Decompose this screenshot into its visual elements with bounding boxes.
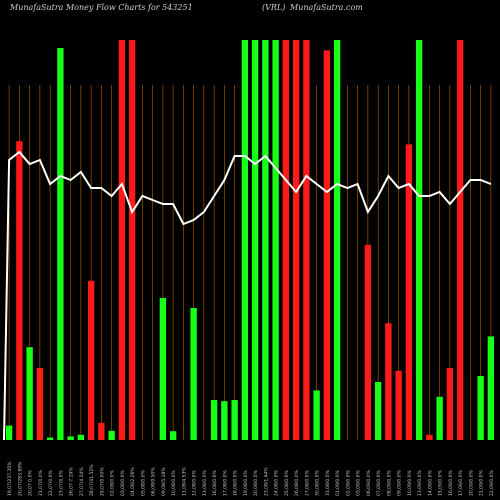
money-flow-bar xyxy=(333,40,341,440)
money-flow-line-layer xyxy=(3,150,492,441)
x-tick-label: 23,07/0.0% xyxy=(58,469,64,496)
x-tick-label: 05,08/0.0% xyxy=(140,469,146,496)
x-tick-label: 16,08/0.0% xyxy=(212,469,218,496)
money-flow-bar xyxy=(477,376,484,440)
x-tick-label: 03,08/0.0% xyxy=(120,469,126,496)
x-tick-label: 28,07/41.52% xyxy=(89,464,95,496)
x-tick-label: 27,07/4.54% xyxy=(79,467,85,496)
x-tick-label: 31,08/0.0% xyxy=(325,469,331,496)
x-tick-label: 19,07/237.35% xyxy=(7,461,13,496)
x-tick-label: 07,09/0.0% xyxy=(376,469,382,496)
x-tick-label: 13,08/0.0% xyxy=(202,469,208,496)
money-flow-bar xyxy=(395,370,402,440)
x-tick-label: 26,07 7.19% xyxy=(69,467,75,496)
money-flow-bar xyxy=(446,368,454,440)
money-flow-bar xyxy=(231,400,238,440)
x-tick-labels: 19,07/237.35% 20,07/283.89% 20,07 0.0% 21,0… xyxy=(7,461,495,496)
money-flow-bar xyxy=(169,431,177,440)
x-tick-label: 03,09/0.0% xyxy=(356,469,362,496)
x-tick-label: 25,08/0.0% xyxy=(284,469,290,496)
x-tick-label: 20,09/0.0% xyxy=(468,469,474,496)
money-flow-bar xyxy=(46,437,54,440)
x-tick-label: 21,07/0.0% xyxy=(38,469,44,496)
money-flow-bar xyxy=(26,347,33,440)
x-tick-label: 17,08/0.0% xyxy=(222,469,228,496)
money-flow-bar xyxy=(487,336,495,440)
x-tick-label: 27,08/0.0% xyxy=(304,469,310,496)
x-tick-label: 08,09/0.0% xyxy=(386,469,392,496)
money-flow-bar xyxy=(108,430,115,440)
x-tick-label: 20,08/0.0% xyxy=(253,469,259,496)
money-flow-bar xyxy=(405,144,413,440)
chart-header: MunafaSutra Money Flow Charts for 543251… xyxy=(0,0,500,16)
money-flow-bar xyxy=(87,280,95,440)
money-flow-bar xyxy=(272,40,279,440)
x-tick-label: 20,07 0.0% xyxy=(28,470,34,496)
x-tick-label: 22,07/0.0% xyxy=(48,469,54,496)
x-tick-label: 24,08/0.0% xyxy=(274,469,280,496)
chart-source: MunafaSutra.com xyxy=(290,3,363,12)
x-tick-label: 19,08/0.0% xyxy=(243,469,249,496)
x-tick-label: 15,09/0.0% xyxy=(438,469,444,496)
x-tick-label: 06,09/0.0% xyxy=(366,469,372,496)
x-tick-label: 09,08/5.18% xyxy=(161,467,167,496)
money-flow-bar xyxy=(374,382,382,440)
x-tick-label: 10,09/0.0% xyxy=(407,469,413,496)
money-flow-bar xyxy=(190,308,197,440)
money-flow-bar xyxy=(282,40,290,440)
money-flow-bar xyxy=(426,434,433,440)
x-tick-label: 13,09/0.0% xyxy=(417,469,423,496)
x-tick-label: 04,08/2.26% xyxy=(130,467,136,496)
money-flow-bar xyxy=(5,425,13,440)
x-tick-label: 11,08/4.53% xyxy=(181,467,187,496)
money-flow-bar xyxy=(415,40,423,440)
money-flow-bar xyxy=(385,323,392,440)
money-flow-bar xyxy=(128,40,136,440)
money-flow-bar xyxy=(303,40,310,440)
money-flow-bar xyxy=(118,40,126,440)
x-tick-label: 26,08/0.0% xyxy=(294,469,300,496)
x-tick-label: 01,09/0.0% xyxy=(335,469,341,496)
x-tick-label: 16,09/0.0% xyxy=(448,469,454,496)
x-tick-label: 23,08/1.44% xyxy=(263,467,269,496)
money-flow-bar xyxy=(436,396,443,440)
money-flow-bar xyxy=(16,141,23,440)
money-flow-bar xyxy=(36,368,44,440)
money-flow-bar xyxy=(221,401,228,440)
x-tick-label: 22,09/0.0% xyxy=(489,469,495,496)
x-tick-label: 02,09/0.0% xyxy=(345,469,351,496)
bar-series xyxy=(5,40,495,441)
x-tick-label: 10,08/0.0% xyxy=(171,469,177,496)
chart-symbol: (VRL) xyxy=(262,3,286,12)
x-tick-label: 21,09/0.0% xyxy=(479,469,485,496)
money-flow-bar xyxy=(57,48,64,440)
money-flow-bar xyxy=(364,244,372,440)
money-flow-bar xyxy=(210,400,218,440)
money-flow-bar xyxy=(292,40,300,440)
money-flow-bar xyxy=(323,50,331,441)
x-tick-label: 30,08/0.0% xyxy=(315,469,321,496)
x-tick-label: 18,08/0.0% xyxy=(233,469,239,496)
chart-title: MunafaSutra Money Flow Charts for 543251 xyxy=(10,3,193,12)
money-flow-bar xyxy=(159,298,167,440)
x-tick-label: 02,08/0.0% xyxy=(110,469,116,496)
x-tick-label: 17,09/0.0% xyxy=(458,469,464,496)
money-flow-bar xyxy=(313,390,320,440)
money-flow-bar xyxy=(98,422,105,440)
x-tick-label: 12,08/0.0% xyxy=(192,469,198,496)
x-tick-label: 20,07/283.89% xyxy=(17,461,23,496)
money-flow-bar xyxy=(251,40,259,440)
x-tick-label: 09,09/0.0% xyxy=(397,469,403,496)
money-flow-line xyxy=(3,150,492,441)
money-flow-bar xyxy=(77,434,85,440)
money-flow-bar xyxy=(241,40,249,440)
money-flow-bar xyxy=(262,40,269,440)
x-tick-label: 29,07/0.00% xyxy=(99,467,105,496)
x-tick-label: 06,08/9.50% xyxy=(151,467,157,496)
x-tick-label: 14,09/0.0% xyxy=(427,469,433,496)
money-flow-bar xyxy=(456,40,464,440)
money-flow-bar xyxy=(67,436,74,440)
